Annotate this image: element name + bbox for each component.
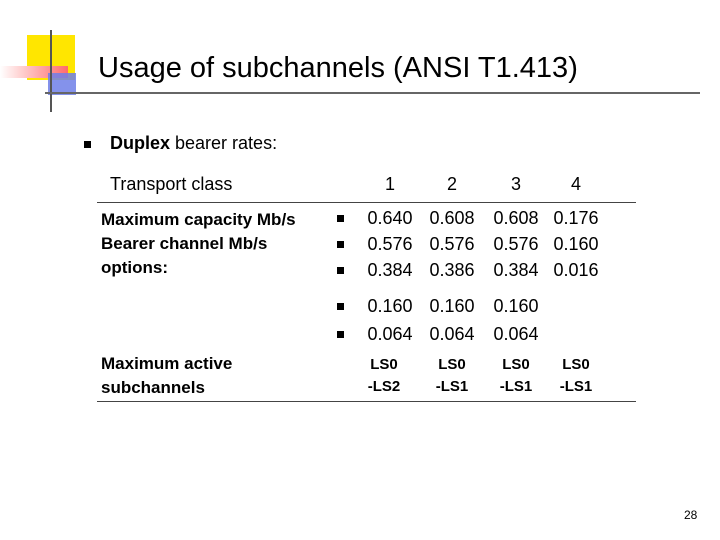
rule <box>97 401 636 402</box>
column-header: 4 <box>570 174 582 194</box>
title: Usage of subchannels (ANSI T1.413) <box>98 52 578 84</box>
text: bearer rates: <box>170 133 278 153</box>
cell: 0.160 <box>429 296 475 316</box>
rule <box>97 202 636 203</box>
bullet <box>84 141 91 148</box>
cell: -LS1 <box>499 378 533 395</box>
bullet-text: Duplex bearer rates: <box>110 134 277 152</box>
cell: LS0 <box>562 356 590 373</box>
cell: -LS1 <box>435 378 469 395</box>
cell: 0.576 <box>493 234 539 254</box>
cell: LS0 <box>370 356 398 373</box>
cell: 0.640 <box>367 208 413 228</box>
cell: 0.160 <box>367 296 413 316</box>
row-label: options: <box>101 258 169 277</box>
bold-text: Duplex <box>110 133 171 153</box>
cell: 0.384 <box>367 260 413 280</box>
row-label: Maximum capacity Mb/s <box>101 210 296 229</box>
cell: 0.064 <box>429 324 475 344</box>
title-rule <box>45 92 700 94</box>
page-number: 28 <box>684 508 698 522</box>
row-label: Maximum active <box>101 354 233 373</box>
cell: -LS2 <box>367 378 401 395</box>
column-header: 1 <box>384 174 396 194</box>
column-header: 2 <box>446 174 458 194</box>
cell: 0.608 <box>429 208 475 228</box>
cell: LS0 <box>438 356 466 373</box>
column-header: 3 <box>510 174 522 194</box>
cell: 0.176 <box>553 208 599 228</box>
cell: 0.064 <box>367 324 413 344</box>
deco-blue <box>48 73 76 95</box>
cell: 0.386 <box>429 260 475 280</box>
bullet <box>337 303 344 310</box>
bullet <box>337 331 344 338</box>
cell: 0.160 <box>493 296 539 316</box>
row-label: Bearer channel Mb/s <box>101 234 268 253</box>
cell: 0.160 <box>553 234 599 254</box>
row-label: subchannels <box>101 378 205 397</box>
cell: 0.064 <box>493 324 539 344</box>
cell: LS0 <box>502 356 530 373</box>
deco-vline <box>50 30 52 112</box>
cell: 0.608 <box>493 208 539 228</box>
cell: 0.576 <box>429 234 475 254</box>
corner: Transport class <box>110 174 233 194</box>
cell: -LS1 <box>559 378 593 395</box>
cell: 0.016 <box>553 260 599 280</box>
cell: 0.384 <box>493 260 539 280</box>
bullet <box>337 241 344 248</box>
cell: 0.576 <box>367 234 413 254</box>
bullet <box>337 215 344 222</box>
bullet <box>337 267 344 274</box>
